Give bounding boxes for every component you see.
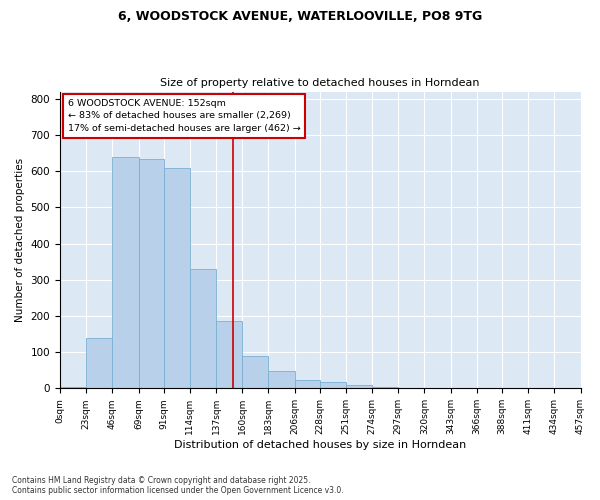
Bar [268,371,295,388]
Bar [320,382,346,388]
Title: Size of property relative to detached houses in Horndean: Size of property relative to detached ho… [160,78,480,88]
Bar [242,356,268,388]
Text: Contains HM Land Registry data © Crown copyright and database right 2025.
Contai: Contains HM Land Registry data © Crown c… [12,476,344,495]
Bar [216,322,242,388]
Bar [139,158,164,388]
Bar [346,384,372,388]
Bar [190,269,216,388]
Bar [112,156,139,388]
Y-axis label: Number of detached properties: Number of detached properties [15,158,25,322]
Text: 6 WOODSTOCK AVENUE: 152sqm
← 83% of detached houses are smaller (2,269)
17% of s: 6 WOODSTOCK AVENUE: 152sqm ← 83% of deta… [68,99,301,133]
Text: 6, WOODSTOCK AVENUE, WATERLOOVILLE, PO8 9TG: 6, WOODSTOCK AVENUE, WATERLOOVILLE, PO8 … [118,10,482,23]
Bar [60,386,86,388]
X-axis label: Distribution of detached houses by size in Horndean: Distribution of detached houses by size … [174,440,466,450]
Bar [164,168,190,388]
Bar [372,386,398,388]
Bar [295,380,320,388]
Bar [86,338,112,388]
